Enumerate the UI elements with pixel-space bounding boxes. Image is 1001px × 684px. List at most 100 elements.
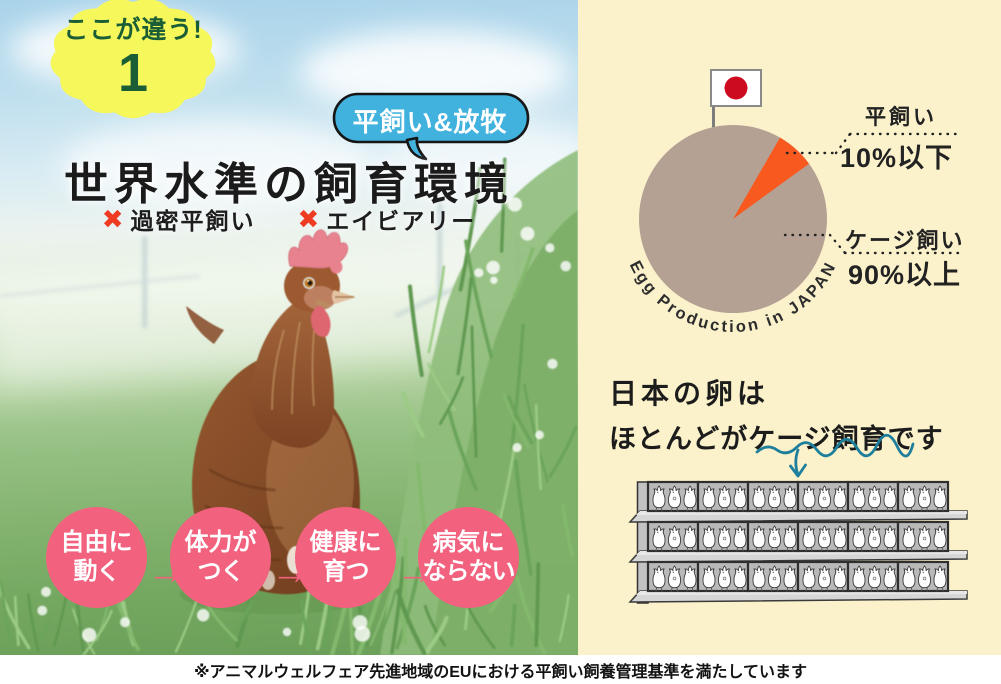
caged-hen-icon (668, 565, 681, 592)
caged-hen-icon (702, 525, 716, 552)
caged-hen-icon (752, 525, 766, 552)
step-arrow-icon: → (396, 551, 434, 593)
step-line1: 体力が (184, 529, 257, 557)
step-line2: ならない (422, 557, 516, 585)
photo-panel: ここが違う! 1 平飼い&放牧 世界水準の飼育環境 ✖ 過密平飼い ✖ エイビアリー … (0, 0, 578, 655)
caged-hen-icon (883, 565, 897, 592)
step-line1: 病気に (432, 529, 505, 557)
clover-flower (196, 609, 210, 622)
caged-hen-icon (718, 485, 731, 512)
caged-hen-icon (733, 485, 747, 512)
leader-lines (783, 132, 964, 255)
bubble-label: 平飼い&放牧 (352, 107, 508, 137)
caged-hen-icon (902, 565, 916, 592)
caged-hen-icon (933, 525, 947, 552)
clover-flower (545, 243, 555, 253)
caged-hen-icon (768, 525, 781, 552)
caged-hen-icon (902, 485, 916, 512)
clover-flower (507, 197, 523, 212)
caged-hen-icon (818, 565, 831, 592)
caged-hen-icon (783, 565, 797, 592)
egg-production-pie-chart: Egg Production in JAPAN (626, 69, 964, 336)
caged-hen-icon (752, 485, 766, 512)
cage-note-line1: 日本の卵は (609, 378, 770, 409)
badge-number: 1 (117, 43, 149, 103)
number-badge: ここが違う! 1 (18, 0, 248, 148)
caged-hen-icon (702, 565, 716, 592)
caged-hen-icon (683, 525, 697, 552)
caged-hen-icon (833, 485, 847, 512)
caged-hen-icon (852, 525, 866, 552)
clover-flower (282, 627, 292, 637)
clover-flower (535, 430, 544, 440)
step-line1: 健康に (309, 529, 382, 557)
caged-hen-icon (918, 485, 931, 512)
cloud (60, 120, 380, 210)
caged-hen-icon (802, 525, 816, 552)
clover-flower (37, 605, 48, 616)
caged-hen-icon (852, 485, 866, 512)
benefit-step: 自由に 動く (46, 507, 147, 608)
caged-hen-icon (718, 565, 731, 592)
rejected-method: ✖ エイビアリー (298, 202, 477, 236)
footer-bar: ※アニマルウェルフェア先進地域のEUにおける平飼い飼養管理基準を満たしています (0, 655, 1001, 684)
clover-flower (81, 627, 97, 643)
speech-bubble: 平飼い&放牧 (325, 88, 537, 168)
caged-hen-icon (933, 565, 947, 592)
benefit-step: 病気に ならない (418, 507, 519, 608)
caged-hen-icon (883, 525, 897, 552)
clover-flower (120, 617, 131, 628)
caged-hen-icon (668, 525, 681, 552)
page-title: 世界水準の飼育環境 (64, 160, 514, 209)
caged-hen-icon (883, 485, 897, 512)
caged-hen-icon (802, 485, 816, 512)
step-arrow-icon: → (147, 551, 185, 593)
caged-hen-icon (902, 525, 916, 552)
pie-slice-freerange (733, 137, 809, 219)
clover-flower (490, 276, 498, 284)
benefit-steps: 自由に 動く 体力が つく 健康に 育つ 病気に ならない → → → (0, 505, 578, 615)
caged-hen-icon (683, 485, 697, 512)
rejected-method-label: エイビアリー (326, 208, 477, 234)
battery-cage-illustration (628, 433, 968, 604)
clover-flower (520, 226, 535, 241)
step-line2: 動く (73, 557, 121, 585)
clover-flower (41, 586, 52, 597)
clover-flower (547, 358, 558, 370)
caged-hen-icon (852, 565, 866, 592)
caged-hen-icon (818, 485, 831, 512)
label-cage: ケージ飼い (845, 228, 965, 253)
clover-flower (474, 268, 484, 278)
clover-flower (560, 260, 571, 272)
x-mark-icon: ✖ (101, 203, 126, 234)
caged-hen-icon (868, 485, 881, 512)
info-panel: Egg Production in JAPAN 平飼い 10%以下 ケージ飼い … (578, 0, 1001, 655)
caged-hen-icon (833, 565, 847, 592)
x-mark-icon: ✖ (297, 203, 322, 234)
japan-flag-icon (710, 69, 762, 128)
value-freerange: 10%以下 (840, 143, 954, 173)
caged-hen-icon (683, 565, 697, 592)
caged-hen-icon (768, 565, 781, 592)
caged-hen-icon (918, 525, 931, 552)
caged-hen-icon (702, 485, 716, 512)
step-line1: 自由に (60, 529, 133, 557)
rejected-method-label: 過密平飼い (130, 208, 256, 234)
caged-hen-icon (933, 485, 947, 512)
caged-hen-icon (783, 525, 797, 552)
step-line2: 育つ (322, 557, 370, 585)
caged-hen-icon (783, 485, 797, 512)
caged-hen-icon (668, 485, 681, 512)
rejected-methods: ✖ 過密平飼い ✖ エイビアリー (0, 202, 578, 236)
caged-hen-icon (733, 565, 747, 592)
benefit-step: 健康に 育つ (295, 507, 396, 608)
caged-hen-icon (652, 485, 666, 512)
caged-hen-icon (768, 485, 781, 512)
wavy-arrow (755, 433, 915, 478)
clover-flower (354, 626, 371, 642)
step-arrow-icon: → (271, 551, 309, 593)
caged-hen-icon (833, 525, 847, 552)
caged-hen-icon (718, 525, 731, 552)
label-freerange: 平飼い (865, 106, 937, 129)
benefit-step: 体力が つく (170, 507, 271, 608)
